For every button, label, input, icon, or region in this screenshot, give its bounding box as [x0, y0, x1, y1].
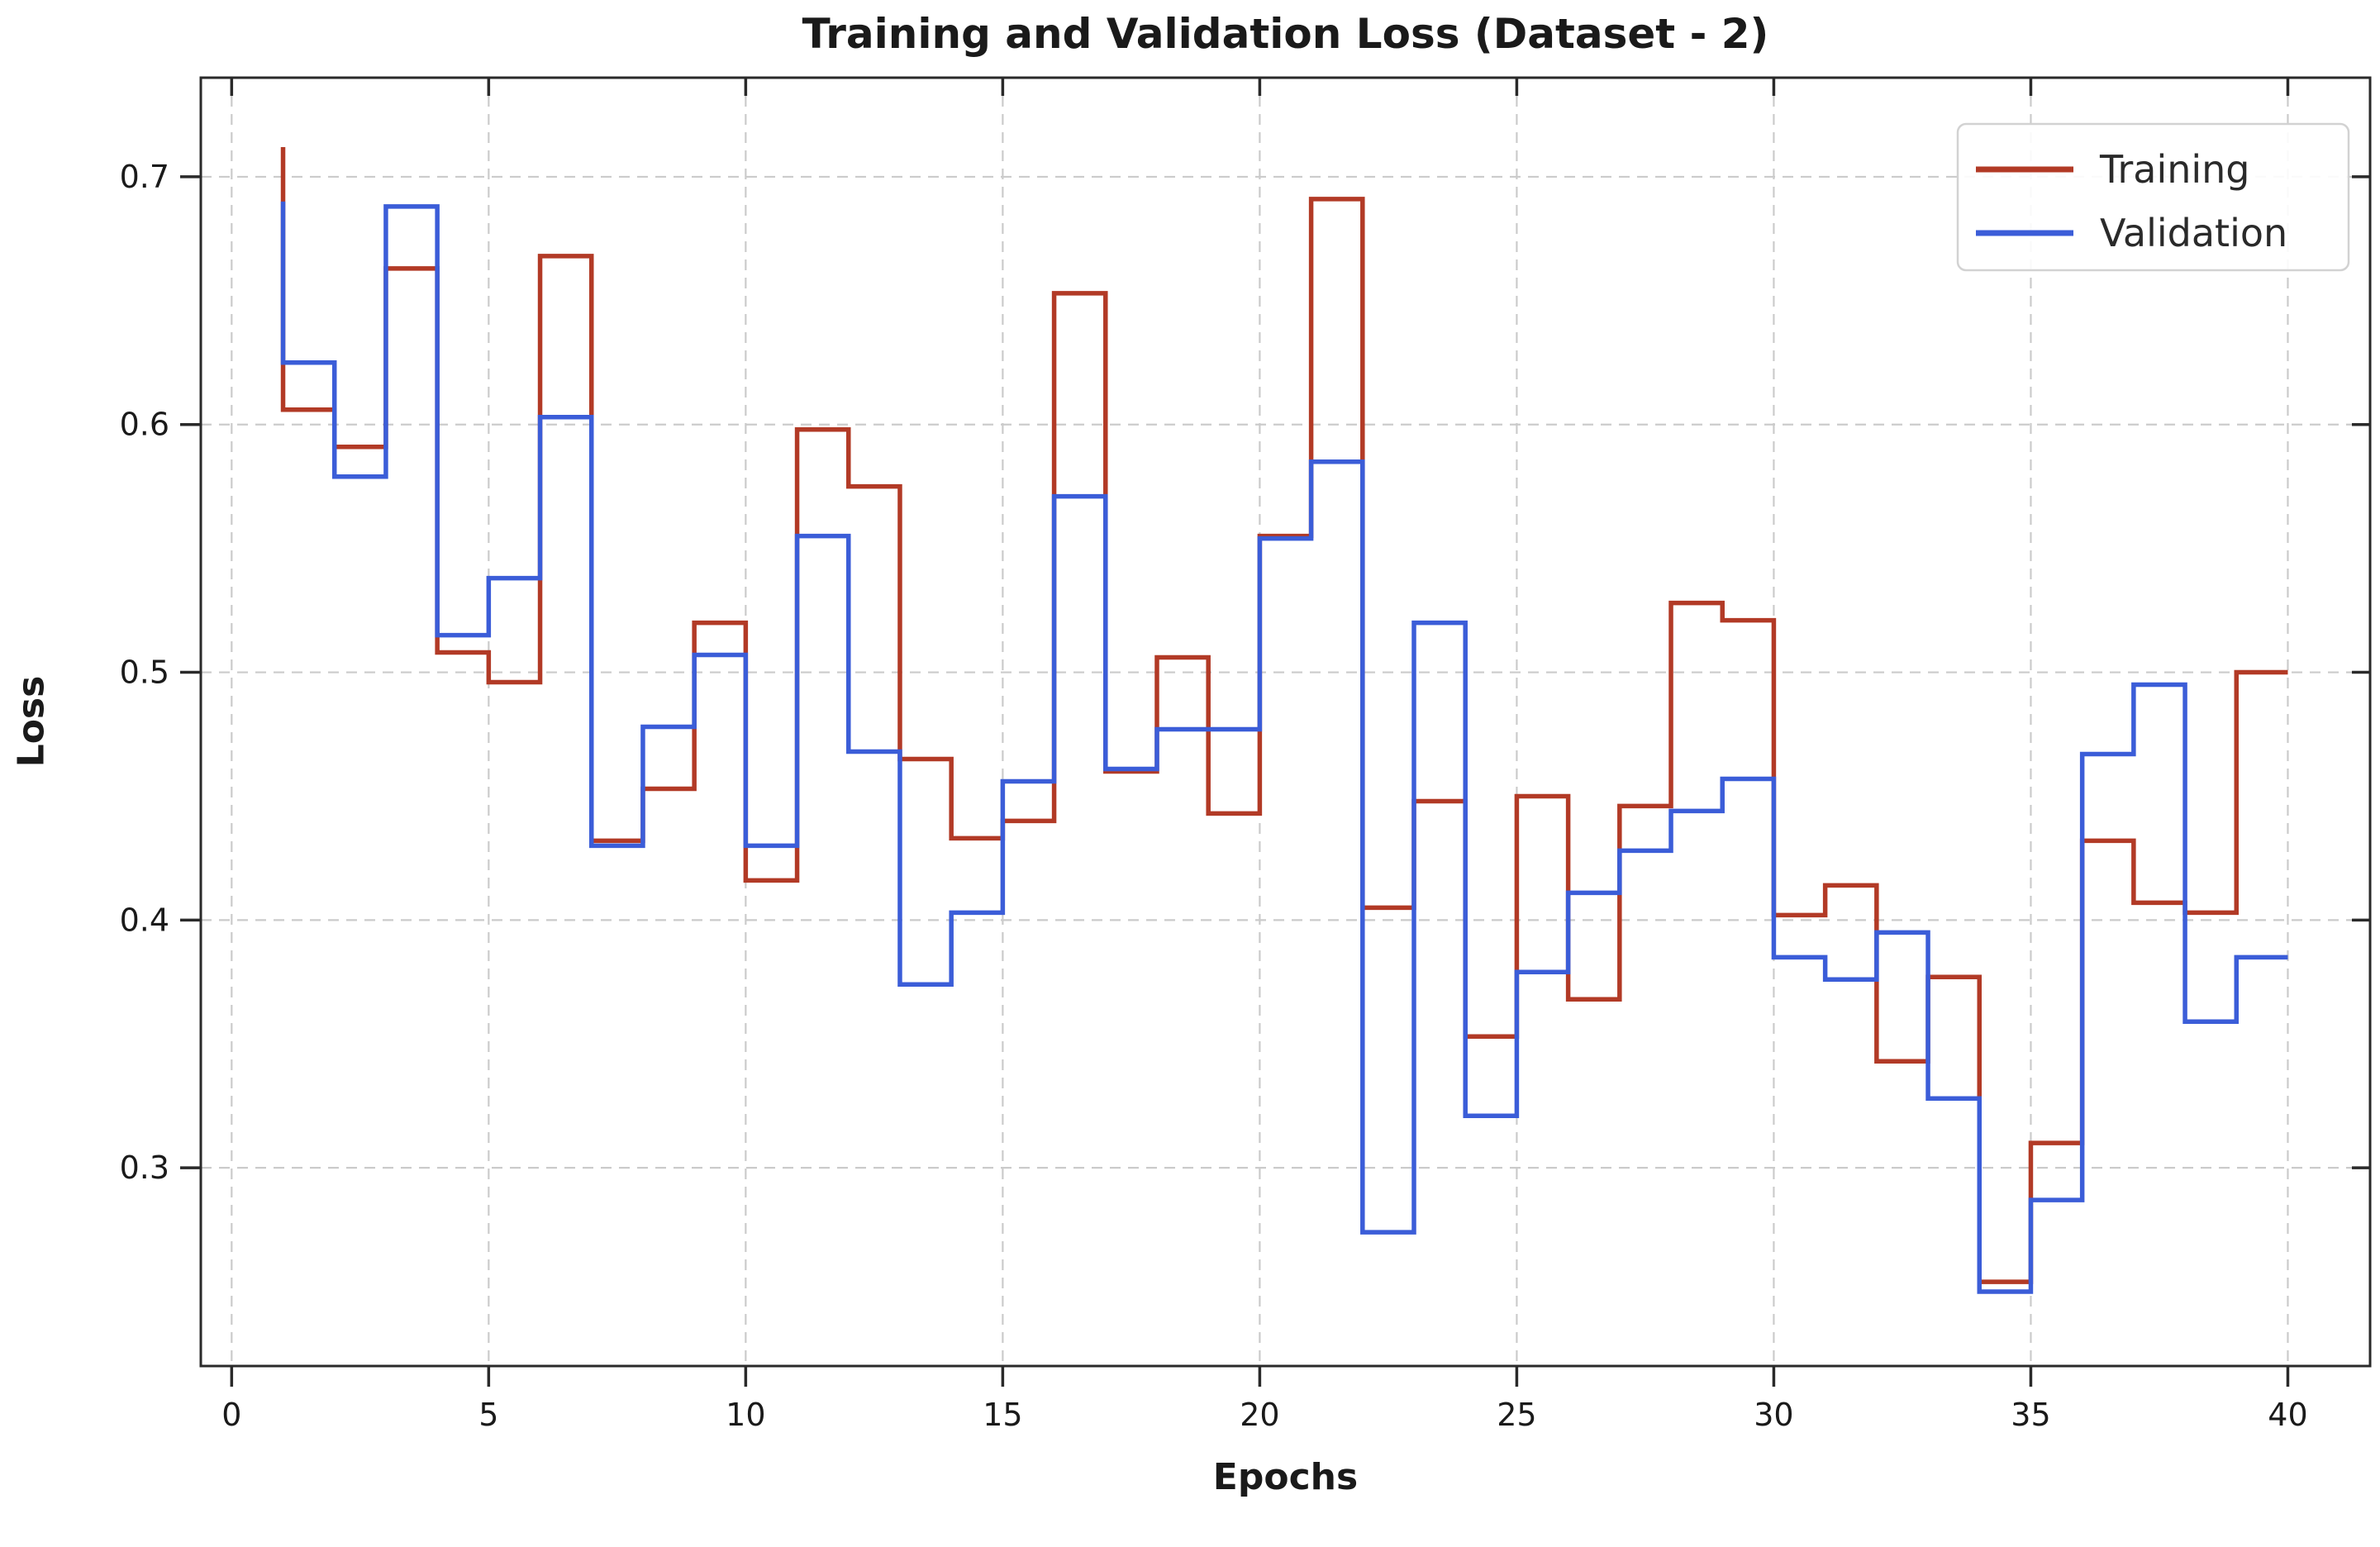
x-tick-label: 5 [478, 1397, 498, 1433]
y-tick-label: 0.7 [120, 159, 169, 195]
y-tick-label: 0.6 [120, 407, 169, 443]
x-tick-label: 30 [1754, 1397, 1793, 1433]
series-line-training [280, 146, 2288, 1284]
x-axis-label: Epochs [1212, 1456, 1359, 1498]
series-line-validation [280, 201, 2288, 1294]
legend-label-training: Training [2099, 147, 2250, 192]
x-tick-label: 15 [983, 1397, 1022, 1433]
x-tick-label: 25 [1497, 1397, 1536, 1433]
x-tick-label: 0 [221, 1397, 241, 1433]
y-tick-label: 0.3 [120, 1150, 169, 1186]
y-axis-label: Loss [10, 675, 53, 768]
chart-title: Training and Validation Loss (Dataset - … [802, 10, 1769, 58]
x-tick-label: 20 [1240, 1397, 1279, 1433]
x-tick-label: 10 [726, 1397, 765, 1433]
x-tick-label: 35 [2011, 1397, 2050, 1433]
legend-label-validation: Validation [2100, 211, 2287, 255]
x-tick-label: 40 [2268, 1397, 2307, 1433]
y-tick-label: 0.4 [120, 902, 169, 938]
y-tick-label: 0.5 [120, 654, 169, 691]
axes-spines [199, 76, 2372, 1368]
